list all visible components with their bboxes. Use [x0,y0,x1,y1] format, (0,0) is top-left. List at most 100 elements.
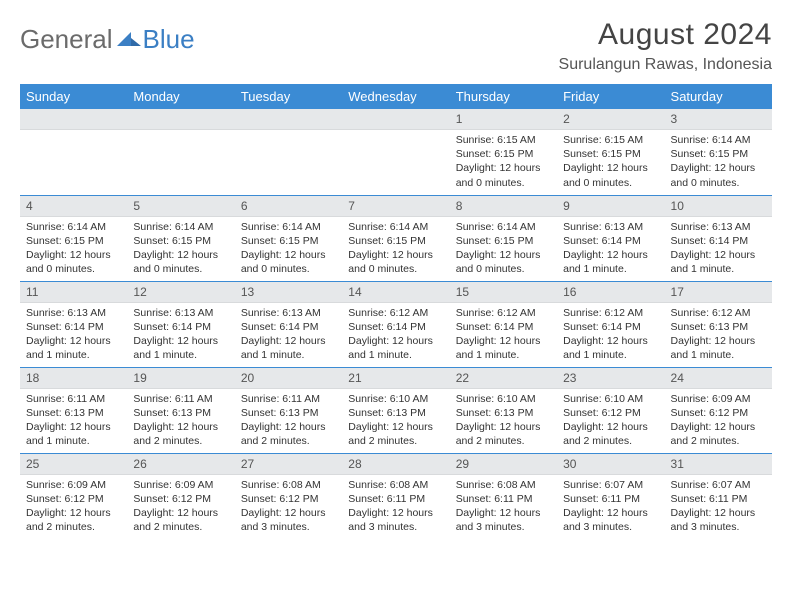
calendar-table: Sunday Monday Tuesday Wednesday Thursday… [20,84,772,539]
day-number: 27 [235,454,342,475]
calendar-day-cell: 26Sunrise: 6:09 AMSunset: 6:12 PMDayligh… [127,453,234,539]
sunset-line: Sunset: 6:12 PM [241,492,336,506]
calendar-day-cell: 1Sunrise: 6:15 AMSunset: 6:15 PMDaylight… [450,109,557,195]
sunset-line: Sunset: 6:15 PM [456,234,551,248]
calendar-day-cell: 19Sunrise: 6:11 AMSunset: 6:13 PMDayligh… [127,367,234,453]
daylight-line: Daylight: 12 hours and 1 minute. [241,334,336,362]
day-details: Sunrise: 6:08 AMSunset: 6:11 PMDaylight:… [342,475,449,539]
calendar-week-row: 11Sunrise: 6:13 AMSunset: 6:14 PMDayligh… [20,281,772,367]
sunrise-line: Sunrise: 6:13 AM [26,306,121,320]
daylight-line: Daylight: 12 hours and 1 minute. [563,248,658,276]
calendar-day-cell: 31Sunrise: 6:07 AMSunset: 6:11 PMDayligh… [665,453,772,539]
daylight-line: Daylight: 12 hours and 0 minutes. [456,248,551,276]
weekday-header: Tuesday [235,84,342,109]
daylight-line: Daylight: 12 hours and 3 minutes. [456,506,551,534]
day-details: Sunrise: 6:10 AMSunset: 6:12 PMDaylight:… [557,389,664,453]
sunset-line: Sunset: 6:14 PM [26,320,121,334]
day-details: Sunrise: 6:11 AMSunset: 6:13 PMDaylight:… [20,389,127,453]
calendar-week-row: 25Sunrise: 6:09 AMSunset: 6:12 PMDayligh… [20,453,772,539]
sunset-line: Sunset: 6:12 PM [563,406,658,420]
day-number: 31 [665,454,772,475]
weekday-header: Monday [127,84,234,109]
daylight-line: Daylight: 12 hours and 1 minute. [348,334,443,362]
day-number: 18 [20,368,127,389]
sunrise-line: Sunrise: 6:08 AM [456,478,551,492]
day-number: 28 [342,454,449,475]
calendar-day-cell: 6Sunrise: 6:14 AMSunset: 6:15 PMDaylight… [235,195,342,281]
daylight-line: Daylight: 12 hours and 2 minutes. [133,420,228,448]
day-number: 10 [665,196,772,217]
weekday-header: Sunday [20,84,127,109]
sunrise-line: Sunrise: 6:15 AM [456,133,551,147]
sunset-line: Sunset: 6:14 PM [563,320,658,334]
daylight-line: Daylight: 12 hours and 2 minutes. [241,420,336,448]
day-details: Sunrise: 6:12 AMSunset: 6:14 PMDaylight:… [557,303,664,367]
calendar-week-row: 18Sunrise: 6:11 AMSunset: 6:13 PMDayligh… [20,367,772,453]
daylight-line: Daylight: 12 hours and 2 minutes. [26,506,121,534]
sunset-line: Sunset: 6:14 PM [133,320,228,334]
sunrise-line: Sunrise: 6:10 AM [563,392,658,406]
day-details: Sunrise: 6:12 AMSunset: 6:14 PMDaylight:… [450,303,557,367]
calendar-day-cell [127,109,234,195]
sunset-line: Sunset: 6:13 PM [348,406,443,420]
calendar-day-cell: 2Sunrise: 6:15 AMSunset: 6:15 PMDaylight… [557,109,664,195]
sunset-line: Sunset: 6:13 PM [241,406,336,420]
calendar-day-cell: 17Sunrise: 6:12 AMSunset: 6:13 PMDayligh… [665,281,772,367]
day-number: 16 [557,282,664,303]
day-number: 14 [342,282,449,303]
day-details: Sunrise: 6:10 AMSunset: 6:13 PMDaylight:… [450,389,557,453]
day-number: 2 [557,109,664,130]
day-number: 11 [20,282,127,303]
weekday-header: Thursday [450,84,557,109]
calendar-day-cell: 22Sunrise: 6:10 AMSunset: 6:13 PMDayligh… [450,367,557,453]
daylight-line: Daylight: 12 hours and 1 minute. [456,334,551,362]
day-details: Sunrise: 6:13 AMSunset: 6:14 PMDaylight:… [665,217,772,281]
day-number: 24 [665,368,772,389]
day-number: 23 [557,368,664,389]
day-details: Sunrise: 6:15 AMSunset: 6:15 PMDaylight:… [557,130,664,194]
day-number-empty [127,109,234,130]
daylight-line: Daylight: 12 hours and 0 minutes. [563,161,658,189]
day-number: 22 [450,368,557,389]
day-number: 6 [235,196,342,217]
sunrise-line: Sunrise: 6:14 AM [456,220,551,234]
sunrise-line: Sunrise: 6:08 AM [348,478,443,492]
sunrise-line: Sunrise: 6:11 AM [26,392,121,406]
daylight-line: Daylight: 12 hours and 3 minutes. [241,506,336,534]
logo-word-2: Blue [143,24,195,55]
day-number: 21 [342,368,449,389]
day-details: Sunrise: 6:14 AMSunset: 6:15 PMDaylight:… [20,217,127,281]
day-number: 15 [450,282,557,303]
day-details: Sunrise: 6:07 AMSunset: 6:11 PMDaylight:… [665,475,772,539]
daylight-line: Daylight: 12 hours and 2 minutes. [348,420,443,448]
daylight-line: Daylight: 12 hours and 0 minutes. [26,248,121,276]
sunset-line: Sunset: 6:15 PM [671,147,766,161]
weekday-header: Saturday [665,84,772,109]
day-details: Sunrise: 6:12 AMSunset: 6:14 PMDaylight:… [342,303,449,367]
calendar-day-cell: 11Sunrise: 6:13 AMSunset: 6:14 PMDayligh… [20,281,127,367]
daylight-line: Daylight: 12 hours and 0 minutes. [241,248,336,276]
sunrise-line: Sunrise: 6:11 AM [241,392,336,406]
calendar-day-cell: 15Sunrise: 6:12 AMSunset: 6:14 PMDayligh… [450,281,557,367]
weekday-header-row: Sunday Monday Tuesday Wednesday Thursday… [20,84,772,109]
day-number-empty [20,109,127,130]
day-details: Sunrise: 6:08 AMSunset: 6:11 PMDaylight:… [450,475,557,539]
day-details: Sunrise: 6:09 AMSunset: 6:12 PMDaylight:… [127,475,234,539]
sunrise-line: Sunrise: 6:14 AM [241,220,336,234]
day-number: 29 [450,454,557,475]
calendar-week-row: 4Sunrise: 6:14 AMSunset: 6:15 PMDaylight… [20,195,772,281]
sunset-line: Sunset: 6:11 PM [671,492,766,506]
calendar-day-cell: 23Sunrise: 6:10 AMSunset: 6:12 PMDayligh… [557,367,664,453]
day-number: 5 [127,196,234,217]
daylight-line: Daylight: 12 hours and 3 minutes. [563,506,658,534]
calendar-day-cell: 21Sunrise: 6:10 AMSunset: 6:13 PMDayligh… [342,367,449,453]
sunrise-line: Sunrise: 6:12 AM [563,306,658,320]
sunrise-line: Sunrise: 6:07 AM [563,478,658,492]
sunrise-line: Sunrise: 6:12 AM [671,306,766,320]
calendar-day-cell: 30Sunrise: 6:07 AMSunset: 6:11 PMDayligh… [557,453,664,539]
day-number: 20 [235,368,342,389]
day-details: Sunrise: 6:09 AMSunset: 6:12 PMDaylight:… [665,389,772,453]
calendar-day-cell: 8Sunrise: 6:14 AMSunset: 6:15 PMDaylight… [450,195,557,281]
day-number: 30 [557,454,664,475]
sunrise-line: Sunrise: 6:07 AM [671,478,766,492]
